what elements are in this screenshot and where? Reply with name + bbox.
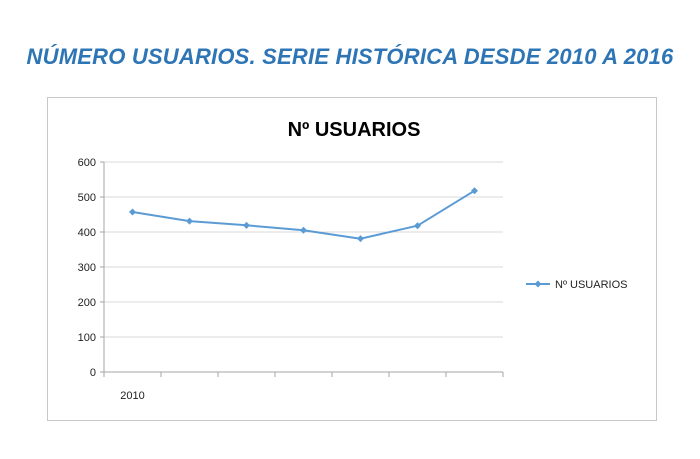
y-tick-label: 100	[78, 332, 96, 344]
x-tick-label: 2010	[120, 390, 144, 402]
data-point	[471, 187, 478, 195]
y-tick-label: 600	[78, 157, 96, 169]
y-tick-label: 200	[78, 297, 96, 309]
data-point	[243, 221, 250, 229]
series-lines	[129, 187, 478, 243]
x-tick-labels: 2010	[120, 390, 144, 402]
data-point	[186, 217, 193, 225]
data-point	[414, 222, 421, 230]
y-tick-label: 0	[90, 367, 96, 379]
legend-marker	[534, 280, 542, 288]
data-point	[357, 235, 364, 243]
legend-label: Nº USUARIOS	[555, 279, 627, 291]
y-tick-labels: 0 100 200 300 400 500 600	[78, 157, 96, 379]
y-tick-label: 500	[78, 192, 96, 204]
data-point	[300, 226, 307, 234]
axes	[100, 161, 504, 377]
legend: Nº USUARIOS	[526, 279, 627, 291]
data-point	[129, 208, 136, 216]
chart-frame: Nº USUARIOS 0 100 200 300 400 500 600 2010 Nº …	[47, 97, 657, 421]
page-heading: NÚMERO USUARIOS. SERIE HISTÓRICA DESDE 2…	[26, 44, 674, 69]
y-tick-label: 300	[78, 262, 96, 274]
y-tick-label: 400	[78, 227, 96, 239]
gridlines	[104, 161, 503, 338]
chart-title: Nº USUARIOS	[288, 119, 421, 141]
line-chart: Nº USUARIOS 0 100 200 300 400 500 600 2010 Nº …	[78, 119, 628, 402]
